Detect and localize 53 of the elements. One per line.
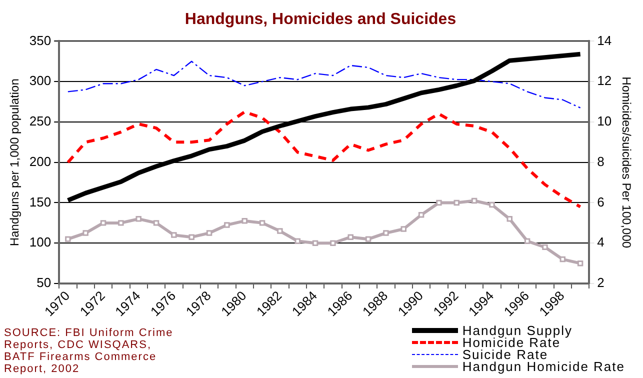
point	[171, 232, 177, 238]
y2-tick-label: 14	[597, 32, 612, 48]
point	[136, 216, 142, 222]
point	[312, 240, 318, 246]
y2-tick-label: 12	[597, 73, 612, 88]
y-tick-label: 50	[36, 275, 52, 290]
point	[65, 236, 71, 242]
point	[365, 236, 372, 242]
y-tick-label: 300	[29, 73, 52, 88]
legend-label: Handgun Supply	[462, 322, 572, 338]
point	[577, 260, 584, 266]
legend-label: Suicide Rate	[462, 346, 548, 362]
point	[400, 226, 406, 232]
point	[294, 238, 300, 244]
point	[206, 230, 212, 236]
line-series	[66, 110, 582, 208]
point	[242, 218, 248, 224]
y-axis-title: Handguns per 1,000 population	[8, 78, 22, 246]
point	[524, 238, 530, 244]
point	[100, 220, 106, 226]
point	[454, 200, 460, 206]
point	[118, 220, 124, 226]
point	[542, 244, 548, 250]
point	[153, 220, 160, 226]
point	[383, 230, 389, 236]
y-tick-label: 350	[29, 32, 52, 48]
point	[188, 234, 194, 240]
y2-tick-label: 4	[597, 234, 604, 250]
line-series	[67, 60, 581, 108]
point	[436, 200, 442, 206]
point	[224, 222, 230, 228]
y-tick-label: 200	[29, 154, 52, 169]
y2-tick-label: 2	[597, 275, 604, 290]
point	[418, 212, 424, 218]
source-note: SOURCE: FBI Uniform Crime Reports, CDC WISQARS, BATF Firearms Commerce Report, 2002	[4, 327, 174, 375]
point	[259, 220, 266, 226]
y2-tick-label: 10	[597, 114, 612, 129]
point	[471, 198, 478, 204]
y2-axis-title: Homicides/suicides Per 100,000	[619, 76, 634, 248]
point	[82, 230, 88, 236]
point	[506, 216, 513, 222]
point	[560, 256, 566, 262]
y2-tick-label: 6	[597, 194, 604, 210]
legend-label: Handgun Homicide Rate	[462, 358, 625, 374]
y-tick-label: 150	[29, 194, 52, 210]
point	[330, 240, 336, 246]
y2-tick-label: 8	[597, 154, 604, 169]
point	[348, 234, 354, 240]
point	[489, 202, 495, 208]
chart-title: Handguns, Homicides and Suicides	[184, 11, 456, 28]
y-tick-label: 250	[29, 114, 52, 129]
point	[277, 228, 283, 234]
y-tick-label: 100	[29, 234, 52, 250]
